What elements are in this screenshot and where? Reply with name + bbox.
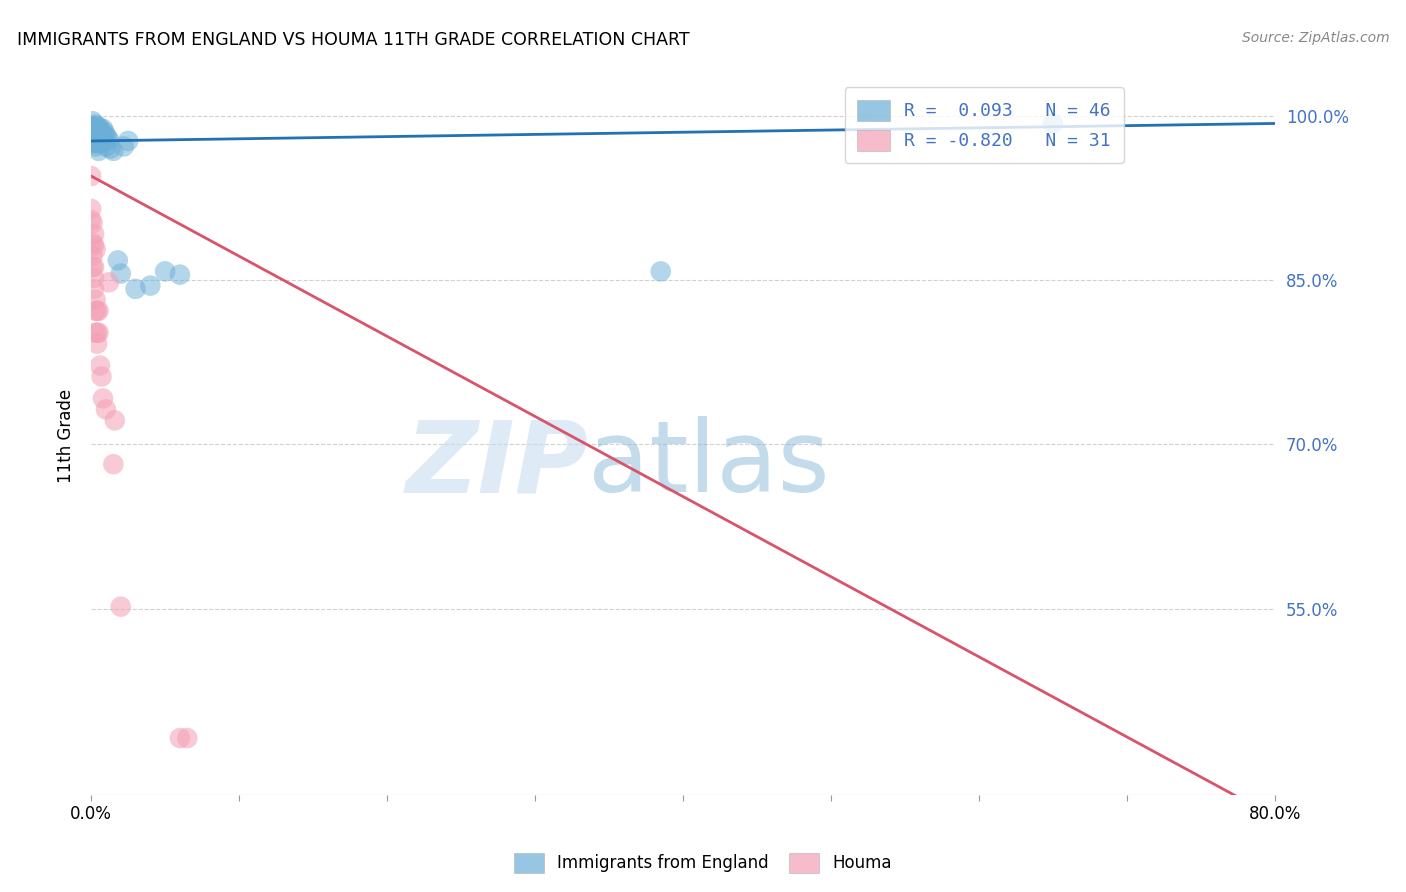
- Point: [96, 130, 118, 145]
- Point: [80, 136, 103, 151]
- Point: [110, 267, 132, 281]
- Point: [84, 293, 107, 307]
- Point: [169, 268, 191, 282]
- Point: [82, 216, 104, 230]
- Point: [83, 227, 105, 241]
- Point: [90, 134, 112, 148]
- Point: [82, 114, 104, 128]
- Y-axis label: 11th Grade: 11th Grade: [58, 389, 75, 483]
- Point: [124, 282, 146, 296]
- Point: [86, 326, 108, 340]
- Point: [112, 139, 135, 153]
- Point: [86, 136, 108, 151]
- Point: [91, 130, 114, 145]
- Point: [89, 130, 111, 145]
- Point: [86, 336, 108, 351]
- Point: [87, 303, 110, 318]
- Point: [93, 125, 115, 139]
- Point: [86, 128, 108, 143]
- Point: [650, 264, 672, 278]
- Point: [104, 413, 127, 427]
- Point: [82, 125, 104, 139]
- Point: [139, 278, 162, 293]
- Point: [87, 144, 110, 158]
- Point: [83, 238, 105, 252]
- Point: [90, 125, 112, 139]
- Point: [80, 120, 103, 134]
- Point: [82, 120, 104, 134]
- Point: [93, 134, 115, 148]
- Point: [82, 249, 104, 263]
- Point: [80, 202, 103, 216]
- Point: [84, 139, 107, 153]
- Point: [82, 136, 104, 151]
- Point: [117, 134, 139, 148]
- Point: [91, 392, 114, 406]
- Point: [86, 122, 108, 136]
- Point: [82, 235, 104, 250]
- Legend: Immigrants from England, Houma: Immigrants from England, Houma: [508, 847, 898, 880]
- Point: [84, 125, 107, 139]
- Point: [83, 282, 105, 296]
- Point: [84, 303, 107, 318]
- Point: [87, 326, 110, 340]
- Point: [94, 128, 117, 143]
- Legend: R =  0.093   N = 46, R = -0.820   N = 31: R = 0.093 N = 46, R = -0.820 N = 31: [845, 87, 1123, 163]
- Point: [97, 276, 120, 290]
- Point: [90, 369, 112, 384]
- Point: [110, 599, 132, 614]
- Point: [83, 271, 105, 285]
- Point: [86, 303, 108, 318]
- Point: [83, 133, 105, 147]
- Point: [80, 212, 103, 227]
- Point: [169, 731, 191, 745]
- Point: [107, 253, 129, 268]
- Point: [87, 120, 110, 134]
- Text: ZIP: ZIP: [405, 417, 588, 514]
- Point: [83, 125, 105, 139]
- Point: [87, 128, 110, 142]
- Point: [83, 120, 105, 134]
- Point: [84, 326, 107, 340]
- Point: [100, 142, 122, 156]
- Point: [89, 359, 111, 373]
- Point: [87, 136, 110, 151]
- Point: [91, 122, 114, 136]
- Point: [94, 139, 117, 153]
- Point: [84, 133, 107, 147]
- Point: [89, 122, 111, 136]
- Point: [84, 243, 107, 257]
- Point: [82, 260, 104, 274]
- Point: [103, 457, 125, 471]
- Point: [103, 144, 125, 158]
- Point: [153, 264, 176, 278]
- Point: [97, 133, 120, 147]
- Text: IMMIGRANTS FROM ENGLAND VS HOUMA 11TH GRADE CORRELATION CHART: IMMIGRANTS FROM ENGLAND VS HOUMA 11TH GR…: [17, 31, 689, 49]
- Point: [94, 402, 117, 417]
- Point: [83, 260, 105, 274]
- Point: [1042, 116, 1064, 130]
- Point: [80, 169, 103, 183]
- Point: [84, 118, 107, 132]
- Text: Source: ZipAtlas.com: Source: ZipAtlas.com: [1241, 31, 1389, 45]
- Point: [80, 125, 103, 139]
- Point: [176, 731, 198, 745]
- Point: [80, 130, 103, 145]
- Text: atlas: atlas: [588, 417, 830, 514]
